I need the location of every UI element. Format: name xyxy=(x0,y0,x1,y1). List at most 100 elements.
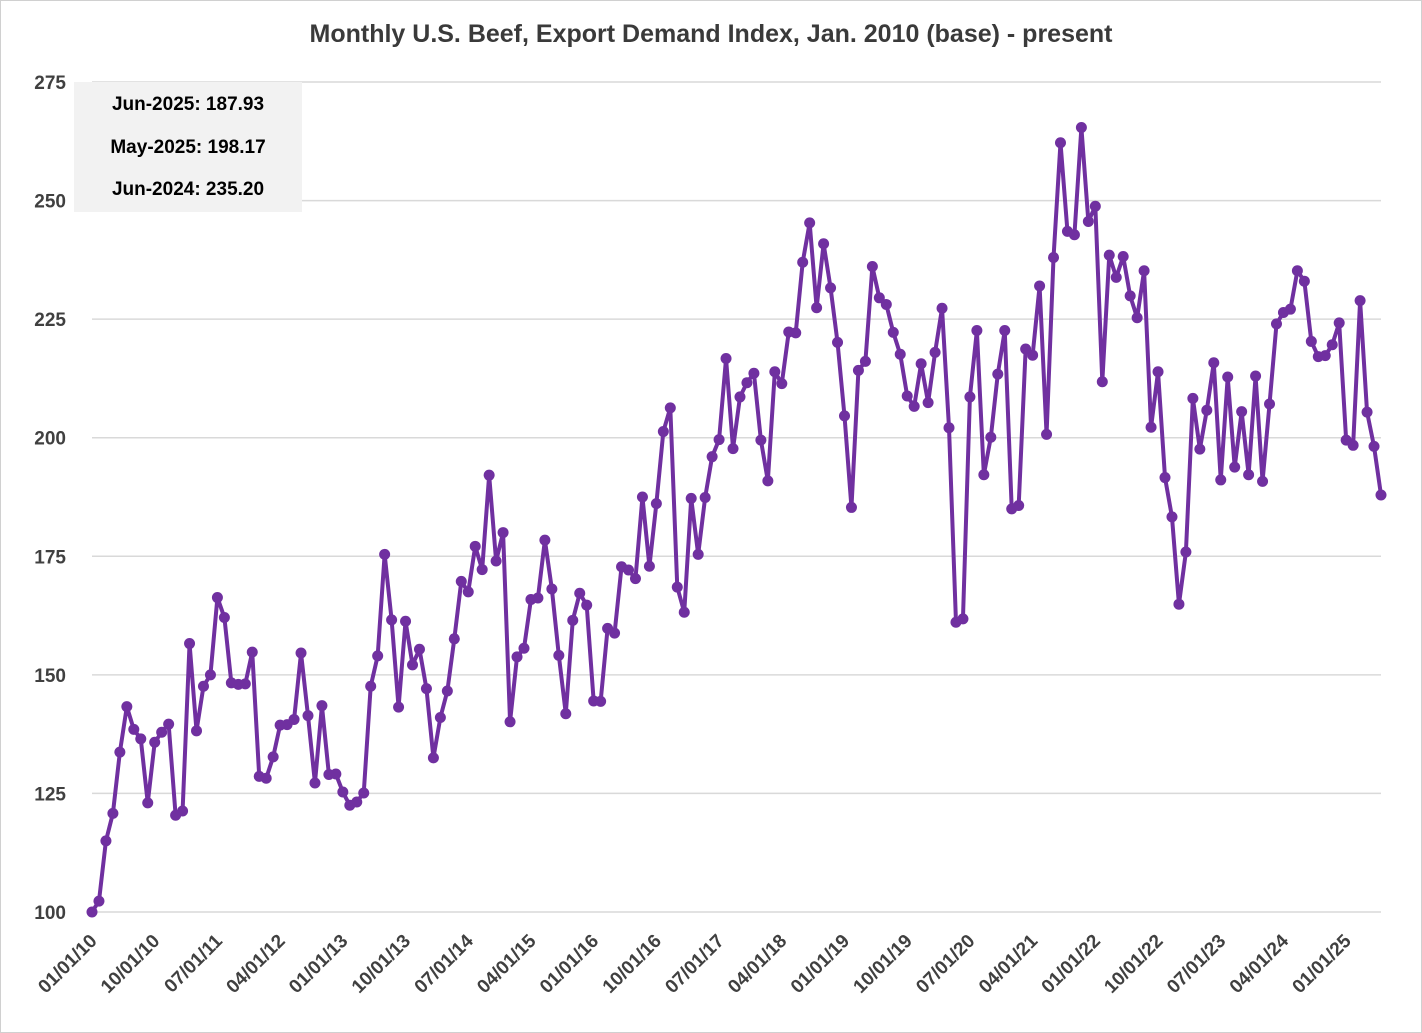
data-point xyxy=(239,678,251,690)
data-point xyxy=(149,736,161,748)
data-point xyxy=(706,451,718,463)
data-point xyxy=(818,238,830,250)
data-point xyxy=(755,434,767,446)
data-point xyxy=(93,895,105,907)
data-point xyxy=(880,298,892,310)
data-point xyxy=(86,906,98,918)
data-point xyxy=(1319,350,1331,362)
data-point xyxy=(1215,474,1227,486)
data-point xyxy=(609,627,621,639)
data-point xyxy=(790,327,802,339)
data-point xyxy=(455,575,467,587)
series-line xyxy=(90,125,1383,914)
x-tick-label: 10/01/22 xyxy=(1100,931,1167,998)
data-point xyxy=(1138,265,1150,277)
data-point xyxy=(1180,546,1192,558)
data-point xyxy=(845,501,857,513)
data-point xyxy=(671,581,683,593)
data-point xyxy=(1124,290,1136,302)
data-point xyxy=(1284,303,1296,315)
data-point xyxy=(156,726,168,738)
data-point xyxy=(114,746,126,758)
data-point xyxy=(1375,489,1387,501)
data-point xyxy=(929,346,941,358)
data-point xyxy=(567,614,579,626)
data-point xyxy=(560,708,572,720)
data-point xyxy=(1103,249,1115,261)
data-point xyxy=(1034,280,1046,292)
data-point xyxy=(957,613,969,625)
data-point xyxy=(288,713,300,725)
data-point xyxy=(748,367,760,379)
data-point xyxy=(1075,122,1087,134)
data-point xyxy=(469,540,481,552)
data-point xyxy=(413,643,425,655)
data-point xyxy=(713,434,725,446)
annotation-jun-2024: Jun-2024: 235.20 xyxy=(111,179,265,200)
data-point xyxy=(908,400,920,412)
x-axis-ticks: 01/01/1010/01/1007/01/1104/01/1201/01/13… xyxy=(34,930,1356,997)
data-point xyxy=(372,650,384,662)
data-point xyxy=(1208,357,1220,369)
data-point xyxy=(1173,598,1185,610)
data-point xyxy=(309,777,321,789)
data-point xyxy=(776,378,788,390)
data-point xyxy=(657,426,669,438)
data-point xyxy=(121,701,133,713)
data-point xyxy=(985,431,997,443)
data-point xyxy=(936,302,948,314)
annotation-may-2025: May-2025: 198.17 xyxy=(110,137,266,158)
data-point xyxy=(1264,398,1276,410)
data-point xyxy=(1243,469,1255,481)
data-point xyxy=(643,560,655,572)
data-point xyxy=(302,710,314,722)
data-point xyxy=(365,680,377,692)
data-point xyxy=(476,564,488,576)
data-point xyxy=(741,377,753,389)
data-point xyxy=(720,353,732,365)
data-point xyxy=(1201,404,1213,416)
data-point xyxy=(852,364,864,376)
data-point xyxy=(971,325,983,337)
data-point xyxy=(330,768,342,780)
data-point xyxy=(1117,251,1129,263)
data-point xyxy=(1089,200,1101,212)
annotation-box: Jun-2025: 187.93 May-2025: 198.17 Jun-20… xyxy=(74,82,302,212)
x-tick-label: 10/01/10 xyxy=(97,931,164,998)
data-point xyxy=(838,410,850,422)
data-point xyxy=(100,835,112,847)
data-point xyxy=(1082,215,1094,227)
data-point xyxy=(434,712,446,724)
data-point xyxy=(581,599,593,611)
data-point xyxy=(692,548,704,560)
data-point xyxy=(142,797,154,809)
data-point xyxy=(1131,312,1143,324)
data-point xyxy=(1027,349,1039,361)
y-tick-label: 150 xyxy=(34,666,66,687)
data-point xyxy=(128,723,140,735)
data-point xyxy=(511,651,523,663)
data-point xyxy=(462,586,474,598)
data-point xyxy=(623,564,635,576)
data-point xyxy=(546,583,558,595)
data-point xyxy=(964,391,976,403)
x-tick-label: 04/01/24 xyxy=(1226,930,1293,997)
data-point xyxy=(825,282,837,294)
data-point xyxy=(978,469,990,481)
series-group xyxy=(86,122,1387,918)
data-point xyxy=(1096,376,1108,388)
x-tick-label: 01/01/16 xyxy=(536,931,603,998)
data-point xyxy=(295,647,307,659)
x-tick-label: 04/01/15 xyxy=(473,930,540,997)
x-tick-label: 04/01/12 xyxy=(223,931,290,998)
data-point xyxy=(1159,472,1171,484)
data-point xyxy=(887,326,899,338)
data-point xyxy=(1229,461,1241,473)
data-point xyxy=(650,498,662,510)
data-point xyxy=(448,633,460,645)
x-tick-label: 04/01/21 xyxy=(975,930,1042,997)
data-point xyxy=(483,469,495,481)
x-tick-label: 07/01/14 xyxy=(411,930,478,997)
data-point xyxy=(595,695,607,707)
data-point xyxy=(400,615,412,627)
